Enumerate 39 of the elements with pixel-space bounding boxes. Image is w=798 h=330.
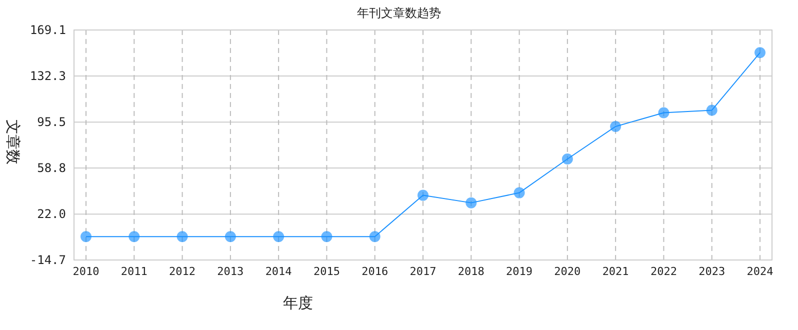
y-axis-title: 文章数: [4, 120, 22, 164]
x-tick-label: 2014: [265, 265, 292, 278]
x-tick-label: 2020: [554, 265, 581, 278]
y-tick-label: 95.5: [37, 115, 66, 130]
point: [321, 231, 332, 242]
point: [418, 190, 428, 201]
x-tick-label: 2024: [746, 265, 774, 278]
point: [514, 187, 525, 198]
chart-title: 年刊文章数趋势: [357, 6, 441, 20]
y-tick-label: 132.3: [30, 69, 66, 84]
x-tick-label: 2022: [650, 265, 677, 278]
point: [466, 197, 477, 208]
x-tick-label: 2012: [169, 265, 196, 278]
point: [369, 231, 380, 242]
y-tick-label: -14.7: [30, 253, 66, 267]
x-tick-label: 2018: [458, 265, 484, 278]
point: [610, 120, 622, 132]
y-tick-label: 169.1: [30, 23, 66, 37]
x-tick-label: 2017: [410, 265, 436, 278]
x-tick-label: 2023: [698, 265, 726, 278]
point: [706, 104, 718, 116]
x-tick-label: 2010: [72, 265, 100, 278]
point: [754, 47, 766, 58]
point: [562, 154, 573, 165]
x-tick-label: 2016: [362, 265, 388, 278]
point: [176, 231, 188, 242]
x-tick-label: 2011: [120, 265, 148, 278]
point: [273, 231, 284, 242]
point: [224, 231, 236, 242]
point: [128, 231, 140, 242]
x-tick-label: 2015: [313, 265, 340, 278]
point: [80, 231, 92, 242]
y-tick-label: 22.0: [37, 207, 66, 222]
x-tick-label: 2019: [506, 265, 533, 278]
x-axis-title: 年度: [283, 294, 313, 312]
y-tick-label: 58.8: [37, 161, 66, 176]
point: [658, 107, 670, 118]
x-tick-label: 2021: [602, 265, 629, 278]
x-tick-label: 2013: [217, 265, 244, 278]
